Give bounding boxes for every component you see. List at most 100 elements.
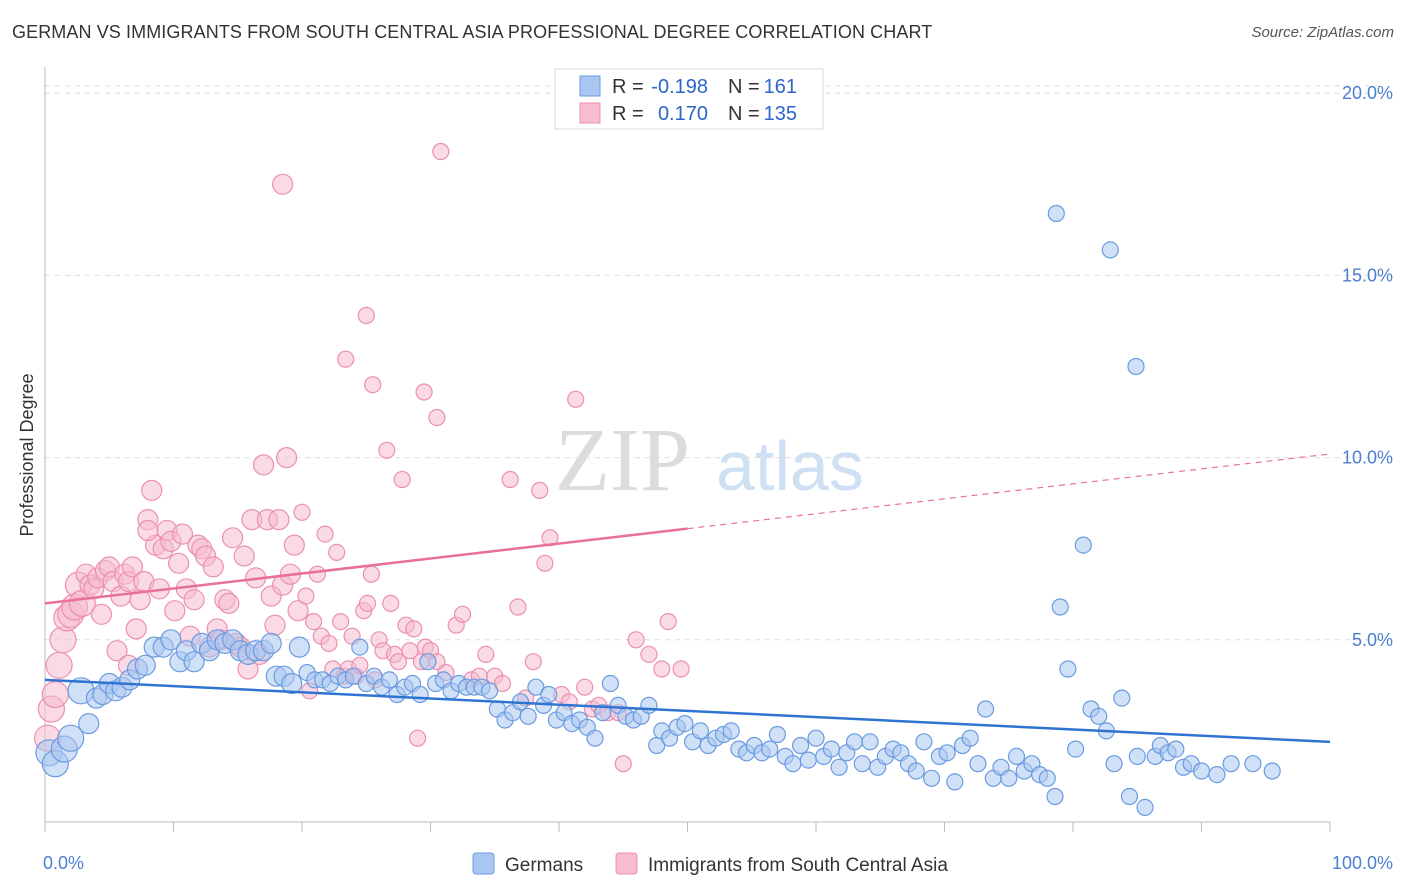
germans-point-100 bbox=[799, 751, 817, 769]
germans-point-104 bbox=[830, 758, 848, 776]
germans-point-133 bbox=[1051, 598, 1069, 616]
trend-line-immigrants-dashed bbox=[687, 453, 1331, 530]
germans-point-157 bbox=[1101, 241, 1119, 259]
immigrants-point-75 bbox=[328, 543, 346, 562]
immigrants-point-89 bbox=[382, 594, 400, 613]
immigrants-point-65 bbox=[287, 600, 309, 622]
germans-point-132 bbox=[1046, 787, 1064, 806]
bottom-legend: Germans Immigrants from South Central As… bbox=[472, 852, 948, 876]
germans-point-153 bbox=[1222, 755, 1240, 773]
germans-point-86 bbox=[691, 722, 710, 740]
germans-point-72 bbox=[586, 729, 604, 747]
legend-r-value-1: -0.198 bbox=[651, 76, 708, 98]
germans-point-135 bbox=[1066, 740, 1085, 758]
germans-point-66 bbox=[540, 685, 558, 704]
immigrants-point-69 bbox=[305, 612, 323, 631]
germans-point-16 bbox=[160, 629, 182, 651]
immigrants-point-112 bbox=[524, 653, 542, 671]
immigrants-point-91 bbox=[389, 653, 407, 671]
legend-n-label-2: N = bbox=[728, 103, 760, 125]
series-germans bbox=[35, 204, 1281, 817]
immigrants-point-126 bbox=[640, 645, 658, 664]
germans-point-114 bbox=[907, 762, 925, 780]
immigrants-point-88 bbox=[378, 441, 396, 459]
germans-point-148 bbox=[1167, 740, 1185, 758]
germans-point-158 bbox=[1127, 357, 1145, 376]
germans-point-41 bbox=[351, 638, 369, 656]
immigrants-point-56 bbox=[252, 454, 275, 476]
germans-point-73 bbox=[594, 704, 612, 722]
germans-point-106 bbox=[845, 733, 864, 751]
immigrants-point-110 bbox=[509, 598, 527, 616]
immigrants-point-125 bbox=[627, 631, 645, 649]
legend-n-value-2: 135 bbox=[764, 103, 797, 125]
germans-point-144 bbox=[1136, 798, 1154, 817]
germans-point-58 bbox=[481, 682, 499, 700]
trend-lines bbox=[44, 453, 1331, 744]
immigrants-point-134 bbox=[432, 142, 450, 161]
immigrants-point-131 bbox=[137, 519, 159, 542]
immigrants-point-62 bbox=[276, 447, 298, 469]
germans-point-49 bbox=[411, 685, 429, 704]
immigrants-point-118 bbox=[567, 390, 585, 408]
germans-point-63 bbox=[519, 707, 537, 725]
watermark: ZIP atlas bbox=[555, 411, 864, 510]
immigrants-point-83 bbox=[358, 594, 377, 613]
legend-n-label-1: N = bbox=[728, 76, 760, 98]
immigrants-point-73 bbox=[320, 634, 338, 653]
x-tick-labels: 0.0% 100.0% bbox=[43, 853, 1393, 873]
immigrants-point-135 bbox=[357, 306, 375, 325]
immigrants-point-103 bbox=[454, 605, 472, 623]
immigrants-point-23 bbox=[125, 618, 147, 640]
germans-point-64 bbox=[527, 678, 545, 696]
germans-point-131 bbox=[1038, 769, 1056, 787]
germans-point-138 bbox=[1090, 707, 1108, 725]
trend-line-germans bbox=[44, 678, 1331, 744]
x-tick-label-1: 100.0% bbox=[1332, 853, 1393, 873]
bottom-legend-germans: Germans bbox=[505, 855, 583, 876]
immigrants-point-2 bbox=[41, 680, 69, 709]
germans-point-140 bbox=[1105, 755, 1123, 773]
immigrants-point-95 bbox=[405, 620, 423, 638]
immigrants-point-92 bbox=[393, 470, 411, 489]
bottom-legend-swatch-immigrants bbox=[615, 852, 638, 875]
germans-point-3 bbox=[57, 724, 85, 752]
immigrants-point-38 bbox=[183, 589, 205, 611]
germans-point-118 bbox=[938, 744, 956, 762]
bottom-legend-swatch-germans bbox=[472, 852, 495, 875]
immigrants-point-22 bbox=[121, 556, 143, 578]
germans-point-33 bbox=[288, 636, 310, 658]
germans-point-5 bbox=[78, 712, 100, 735]
germans-point-98 bbox=[784, 755, 802, 773]
immigrants-point-96 bbox=[409, 729, 427, 747]
immigrants-point-109 bbox=[501, 470, 519, 489]
immigrants-point-66 bbox=[293, 503, 311, 521]
germans-point-136 bbox=[1074, 536, 1092, 554]
germans-point-154 bbox=[1244, 755, 1262, 773]
germans-point-99 bbox=[791, 736, 810, 755]
x-tick-label-0: 0.0% bbox=[43, 853, 84, 873]
immigrants-point-136 bbox=[337, 350, 355, 368]
immigrants-point-138 bbox=[415, 383, 433, 401]
legend-n-value-1: 161 bbox=[764, 76, 797, 98]
immigrants-point-67 bbox=[297, 587, 315, 605]
germans-point-121 bbox=[961, 729, 979, 747]
chart-source: Source: ZipAtlas.com bbox=[1251, 24, 1394, 41]
immigrants-point-27 bbox=[141, 479, 163, 501]
y-tick-labels: 5.0% 10.0% 15.0% 20.0% bbox=[1342, 83, 1393, 650]
immigrants-point-129 bbox=[672, 660, 690, 678]
germans-point-101 bbox=[807, 729, 825, 747]
immigrants-point-124 bbox=[614, 755, 632, 773]
immigrants-point-35 bbox=[171, 523, 194, 545]
immigrants-point-114 bbox=[536, 554, 554, 572]
germans-point-143 bbox=[1128, 747, 1146, 766]
trend-line-immigrants-solid bbox=[44, 527, 688, 605]
germans-point-96 bbox=[768, 725, 787, 744]
legend-swatch-immigrants bbox=[579, 102, 601, 124]
germans-point-152 bbox=[1208, 765, 1226, 784]
immigrants-point-108 bbox=[493, 674, 512, 693]
germans-point-155 bbox=[1263, 762, 1281, 780]
germans-point-50 bbox=[419, 653, 437, 671]
germans-point-115 bbox=[915, 733, 933, 751]
